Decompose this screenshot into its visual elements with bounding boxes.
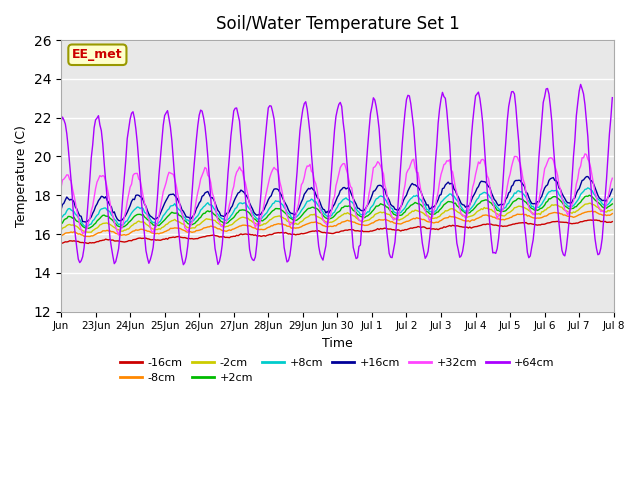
- +64cm: [342, 149, 350, 155]
- Line: +64cm: +64cm: [61, 84, 612, 264]
- +16cm: [342, 186, 350, 192]
- -8cm: [534, 215, 541, 221]
- -16cm: [342, 227, 350, 233]
- +8cm: [584, 185, 592, 191]
- +8cm: [609, 196, 616, 202]
- -2cm: [534, 211, 541, 217]
- -16cm: [95, 239, 102, 244]
- +32cm: [57, 185, 65, 191]
- -2cm: [609, 207, 616, 213]
- +8cm: [76, 216, 84, 222]
- +64cm: [76, 260, 84, 265]
- +8cm: [82, 224, 90, 229]
- -8cm: [57, 233, 65, 239]
- -16cm: [76, 240, 84, 245]
- +32cm: [609, 175, 616, 181]
- -2cm: [95, 224, 102, 229]
- +32cm: [534, 202, 541, 208]
- -8cm: [609, 211, 616, 216]
- +8cm: [95, 211, 102, 217]
- +2cm: [607, 202, 614, 208]
- +8cm: [534, 204, 541, 210]
- Line: +16cm: +16cm: [61, 177, 612, 222]
- +8cm: [342, 195, 350, 201]
- +64cm: [452, 225, 460, 230]
- +2cm: [95, 217, 102, 223]
- +64cm: [607, 115, 614, 120]
- -8cm: [452, 215, 460, 220]
- -8cm: [342, 218, 350, 224]
- -16cm: [607, 219, 614, 225]
- +32cm: [607, 180, 614, 186]
- +16cm: [607, 190, 614, 196]
- Line: -16cm: -16cm: [61, 220, 612, 243]
- -8cm: [588, 208, 596, 214]
- +64cm: [180, 262, 188, 267]
- +2cm: [534, 207, 541, 213]
- -8cm: [86, 234, 93, 240]
- Line: -2cm: -2cm: [61, 203, 612, 232]
- +2cm: [586, 192, 593, 198]
- +64cm: [609, 95, 616, 100]
- -8cm: [95, 230, 102, 236]
- +2cm: [342, 204, 350, 209]
- +2cm: [57, 221, 65, 227]
- Legend: -16cm, -8cm, -2cm, +2cm, +8cm, +16cm, +32cm, +64cm: -16cm, -8cm, -2cm, +2cm, +8cm, +16cm, +3…: [116, 353, 559, 387]
- +16cm: [609, 186, 616, 192]
- +16cm: [452, 188, 460, 193]
- +16cm: [57, 207, 65, 213]
- +8cm: [57, 216, 65, 221]
- -16cm: [84, 240, 92, 246]
- +32cm: [452, 185, 460, 191]
- Y-axis label: Temperature (C): Temperature (C): [15, 125, 28, 227]
- -16cm: [534, 222, 541, 228]
- -8cm: [76, 231, 84, 237]
- +8cm: [607, 198, 614, 204]
- Line: +32cm: +32cm: [61, 154, 612, 235]
- Title: Soil/Water Temperature Set 1: Soil/Water Temperature Set 1: [216, 15, 460, 33]
- +2cm: [84, 226, 92, 231]
- -16cm: [587, 217, 595, 223]
- -2cm: [57, 228, 65, 233]
- +32cm: [93, 179, 101, 185]
- -2cm: [607, 207, 614, 213]
- +16cm: [76, 213, 84, 218]
- X-axis label: Time: Time: [322, 337, 353, 350]
- +2cm: [609, 201, 616, 207]
- +64cm: [534, 178, 541, 183]
- +64cm: [577, 82, 584, 87]
- +2cm: [452, 200, 460, 206]
- +16cm: [584, 174, 592, 180]
- Text: EE_met: EE_met: [72, 48, 123, 61]
- -16cm: [609, 219, 616, 225]
- -2cm: [586, 200, 593, 206]
- -2cm: [76, 227, 84, 232]
- +2cm: [76, 220, 84, 226]
- -16cm: [452, 223, 460, 229]
- Line: -8cm: -8cm: [61, 211, 612, 237]
- -16cm: [57, 240, 65, 246]
- +32cm: [581, 151, 589, 157]
- Line: +8cm: +8cm: [61, 188, 612, 227]
- +16cm: [82, 219, 90, 225]
- +64cm: [57, 119, 65, 124]
- -2cm: [452, 207, 460, 213]
- +64cm: [93, 115, 101, 121]
- +16cm: [534, 199, 541, 204]
- +32cm: [115, 232, 122, 238]
- +32cm: [76, 222, 84, 228]
- -2cm: [342, 211, 350, 216]
- +32cm: [342, 166, 350, 171]
- -8cm: [607, 212, 614, 217]
- +16cm: [95, 198, 102, 204]
- Line: +2cm: +2cm: [61, 195, 612, 228]
- -2cm: [88, 229, 95, 235]
- +8cm: [452, 196, 460, 202]
